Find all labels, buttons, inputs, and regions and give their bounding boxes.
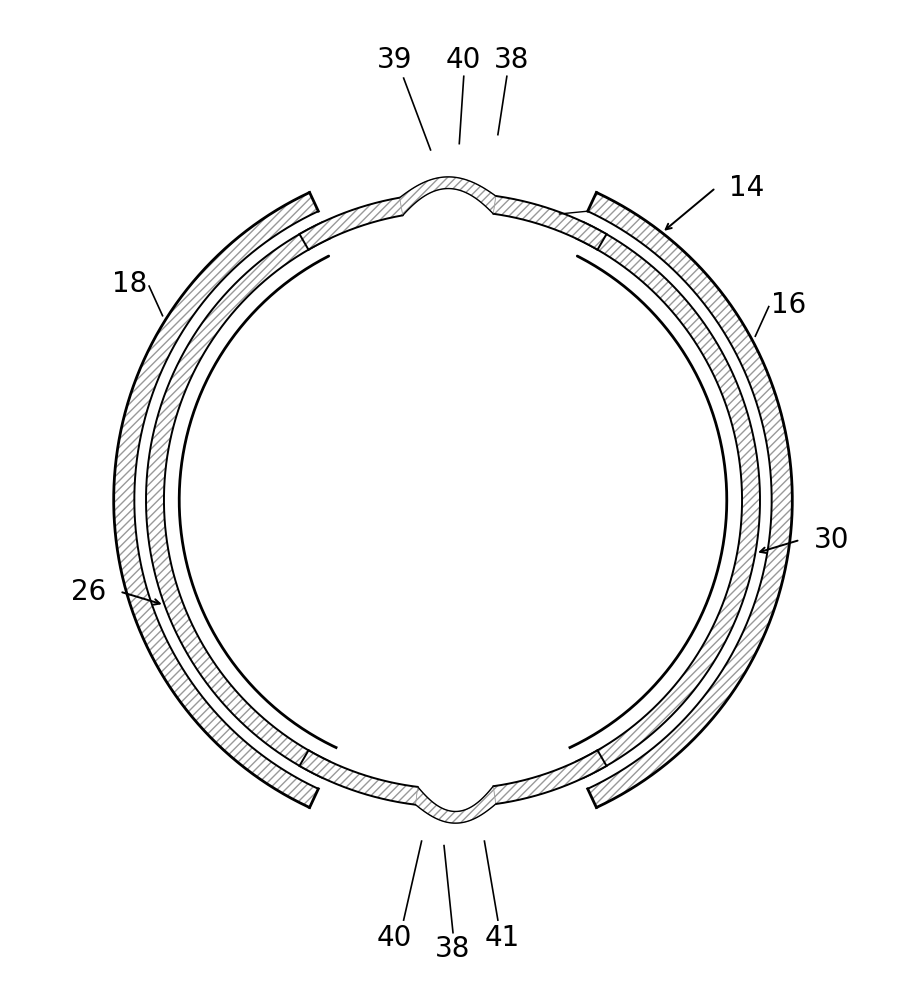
Polygon shape	[300, 750, 418, 805]
Polygon shape	[113, 192, 318, 808]
Polygon shape	[146, 222, 331, 778]
Polygon shape	[493, 750, 606, 804]
Polygon shape	[331, 211, 575, 256]
Polygon shape	[400, 177, 496, 215]
Polygon shape	[318, 181, 588, 218]
Polygon shape	[493, 196, 606, 250]
Text: 18: 18	[112, 270, 148, 298]
Text: 39: 39	[377, 46, 412, 74]
Polygon shape	[300, 198, 403, 250]
Text: 26: 26	[71, 578, 106, 606]
Polygon shape	[331, 744, 575, 789]
Text: 14: 14	[729, 174, 765, 202]
Polygon shape	[588, 192, 793, 808]
Text: 38: 38	[494, 46, 529, 74]
Text: 40: 40	[446, 46, 481, 74]
Text: 30: 30	[814, 526, 849, 554]
Polygon shape	[583, 211, 772, 789]
Polygon shape	[134, 211, 323, 789]
Text: 40: 40	[377, 924, 412, 952]
Text: 16: 16	[771, 291, 805, 319]
Text: 41: 41	[485, 924, 520, 952]
Polygon shape	[416, 786, 496, 823]
Polygon shape	[575, 222, 760, 778]
Text: 38: 38	[435, 935, 471, 963]
